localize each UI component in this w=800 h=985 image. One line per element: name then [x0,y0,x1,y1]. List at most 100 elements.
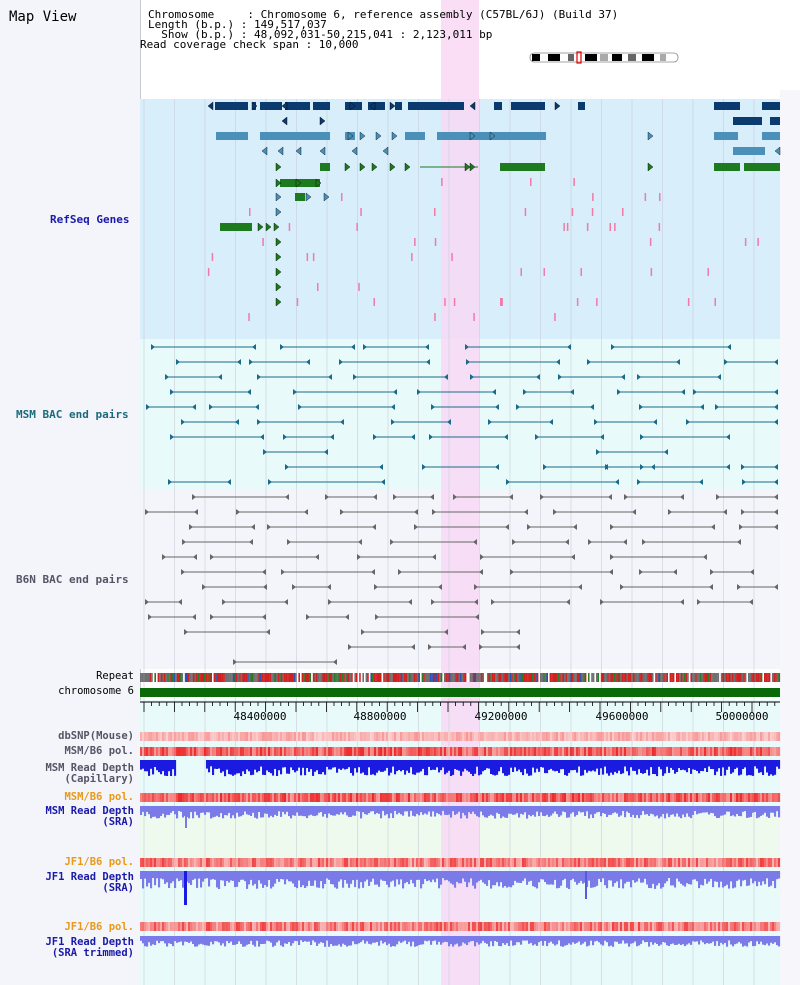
heat-cell [456,732,459,741]
depth-bar [778,760,781,769]
repeat-mark [172,673,174,682]
exon-block [313,102,330,110]
depth-bar [426,936,429,942]
repeat-mark [205,673,208,682]
track-label-jf1-pol-2[interactable]: JF1/B6 pol. [64,921,134,933]
repeat-mark [381,673,384,682]
b6n-pair-end [553,509,557,515]
depth-bar [634,806,637,818]
track-label-jf1-pol-1[interactable]: JF1/B6 pol. [64,856,134,868]
heat-cell [246,793,249,802]
heat-cell [186,732,189,741]
track-label-refseq[interactable]: RefSeq Genes [50,213,130,226]
heat-cell [648,922,651,931]
heat-cell [340,732,343,741]
b6n-pair-end [610,524,614,530]
track-label-msm-depth-capillary[interactable]: MSM Read Depth (Capillary) [45,762,134,785]
depth-bar [320,760,323,775]
depth-bar [484,760,487,770]
depth-bar [738,806,741,816]
depth-bar [204,806,207,815]
pink-mark [580,268,582,276]
depth-bar [238,871,241,883]
heat-cell [758,793,761,802]
heat-cell [384,793,387,802]
repeat-mark [709,673,712,682]
depth-bar [656,760,659,777]
heat-cell [192,732,195,741]
track-label-msm-depth-sra[interactable]: MSM Read Depth (SRA) [45,805,134,828]
track-label-msm-bac[interactable]: MSM BAC end pairs [16,408,129,421]
depth-bar [472,871,475,886]
b6n-bac-pairs[interactable] [145,494,778,665]
track-label-b6n-bac[interactable]: B6N BAC end pairs [16,573,129,586]
depth-bar [650,760,653,768]
depth-bar [368,760,371,768]
depth-bar [448,936,451,947]
exon-block [494,102,502,110]
depth-bar [742,871,745,881]
repeat-mark [408,673,411,682]
track-label-dbsnp[interactable]: dbSNP(Mouse) [58,730,134,742]
heat-cell [150,747,153,756]
depth-bar [526,936,529,941]
heat-cell [576,922,579,931]
depth-bar [454,806,457,815]
msm-bac-pairs[interactable] [146,344,778,485]
heat-cell [480,858,483,867]
gene-arrow [261,146,268,156]
depth-bar [740,760,743,775]
track-label-jf1-depth-sra[interactable]: JF1 Read Depth (SRA) [45,871,134,894]
depth-bar [436,806,439,813]
heat-cell [612,793,615,802]
depth-bar [770,760,773,775]
gene-arrow [389,101,396,111]
depth-bar [372,871,375,879]
track-label-jf1-depth-trimmed[interactable]: JF1 Read Depth (SRA trimmed) [45,936,134,959]
heat-cell [406,732,409,741]
repeat-mark [767,673,769,682]
heat-cell [332,747,335,756]
refseq-gene-features[interactable] [207,101,781,321]
heat-cell [550,793,553,802]
depth-bar [518,806,521,818]
heat-cell [436,732,439,741]
repeat-mark [490,673,493,682]
heat-cell [736,858,739,867]
depth-bar [262,871,265,888]
msm-pair-end [726,434,730,440]
pink-mark [571,208,574,216]
b6n-pair-end [462,644,466,650]
heat-cell [292,858,295,867]
track-label-repeat[interactable]: Repeat [96,670,134,682]
heat-cell [306,793,309,802]
depth-bar [210,871,213,880]
depth-bar [190,806,193,813]
chromosome-ideogram[interactable] [529,51,679,64]
track-label-chromosome[interactable]: chromosome 6 [58,685,134,697]
depth-bar [172,806,175,811]
heat-cell [670,922,673,931]
heat-cell [256,793,259,802]
track-label-msm-b6-pol-2[interactable]: MSM/B6 pol. [64,791,134,803]
heat-cell [644,732,647,741]
heat-cell [592,793,595,802]
depth-bar [324,806,327,814]
heat-cell [658,732,661,741]
depth-bar [686,936,689,945]
heat-cell [340,793,343,802]
heat-cell [516,922,519,931]
depth-bar [220,936,223,946]
heat-cell [282,732,285,741]
depth-bar [478,936,481,945]
depth-bar [310,871,313,886]
repeat-mark [527,673,529,682]
depth-bar [494,806,497,819]
track-label-msm-b6-pol-1[interactable]: MSM/B6 pol. [64,745,134,757]
repeat-mark [608,673,611,682]
heat-cell [340,858,343,867]
heat-cell [608,747,611,756]
heat-cell [362,922,365,931]
depth-bar [636,806,639,816]
